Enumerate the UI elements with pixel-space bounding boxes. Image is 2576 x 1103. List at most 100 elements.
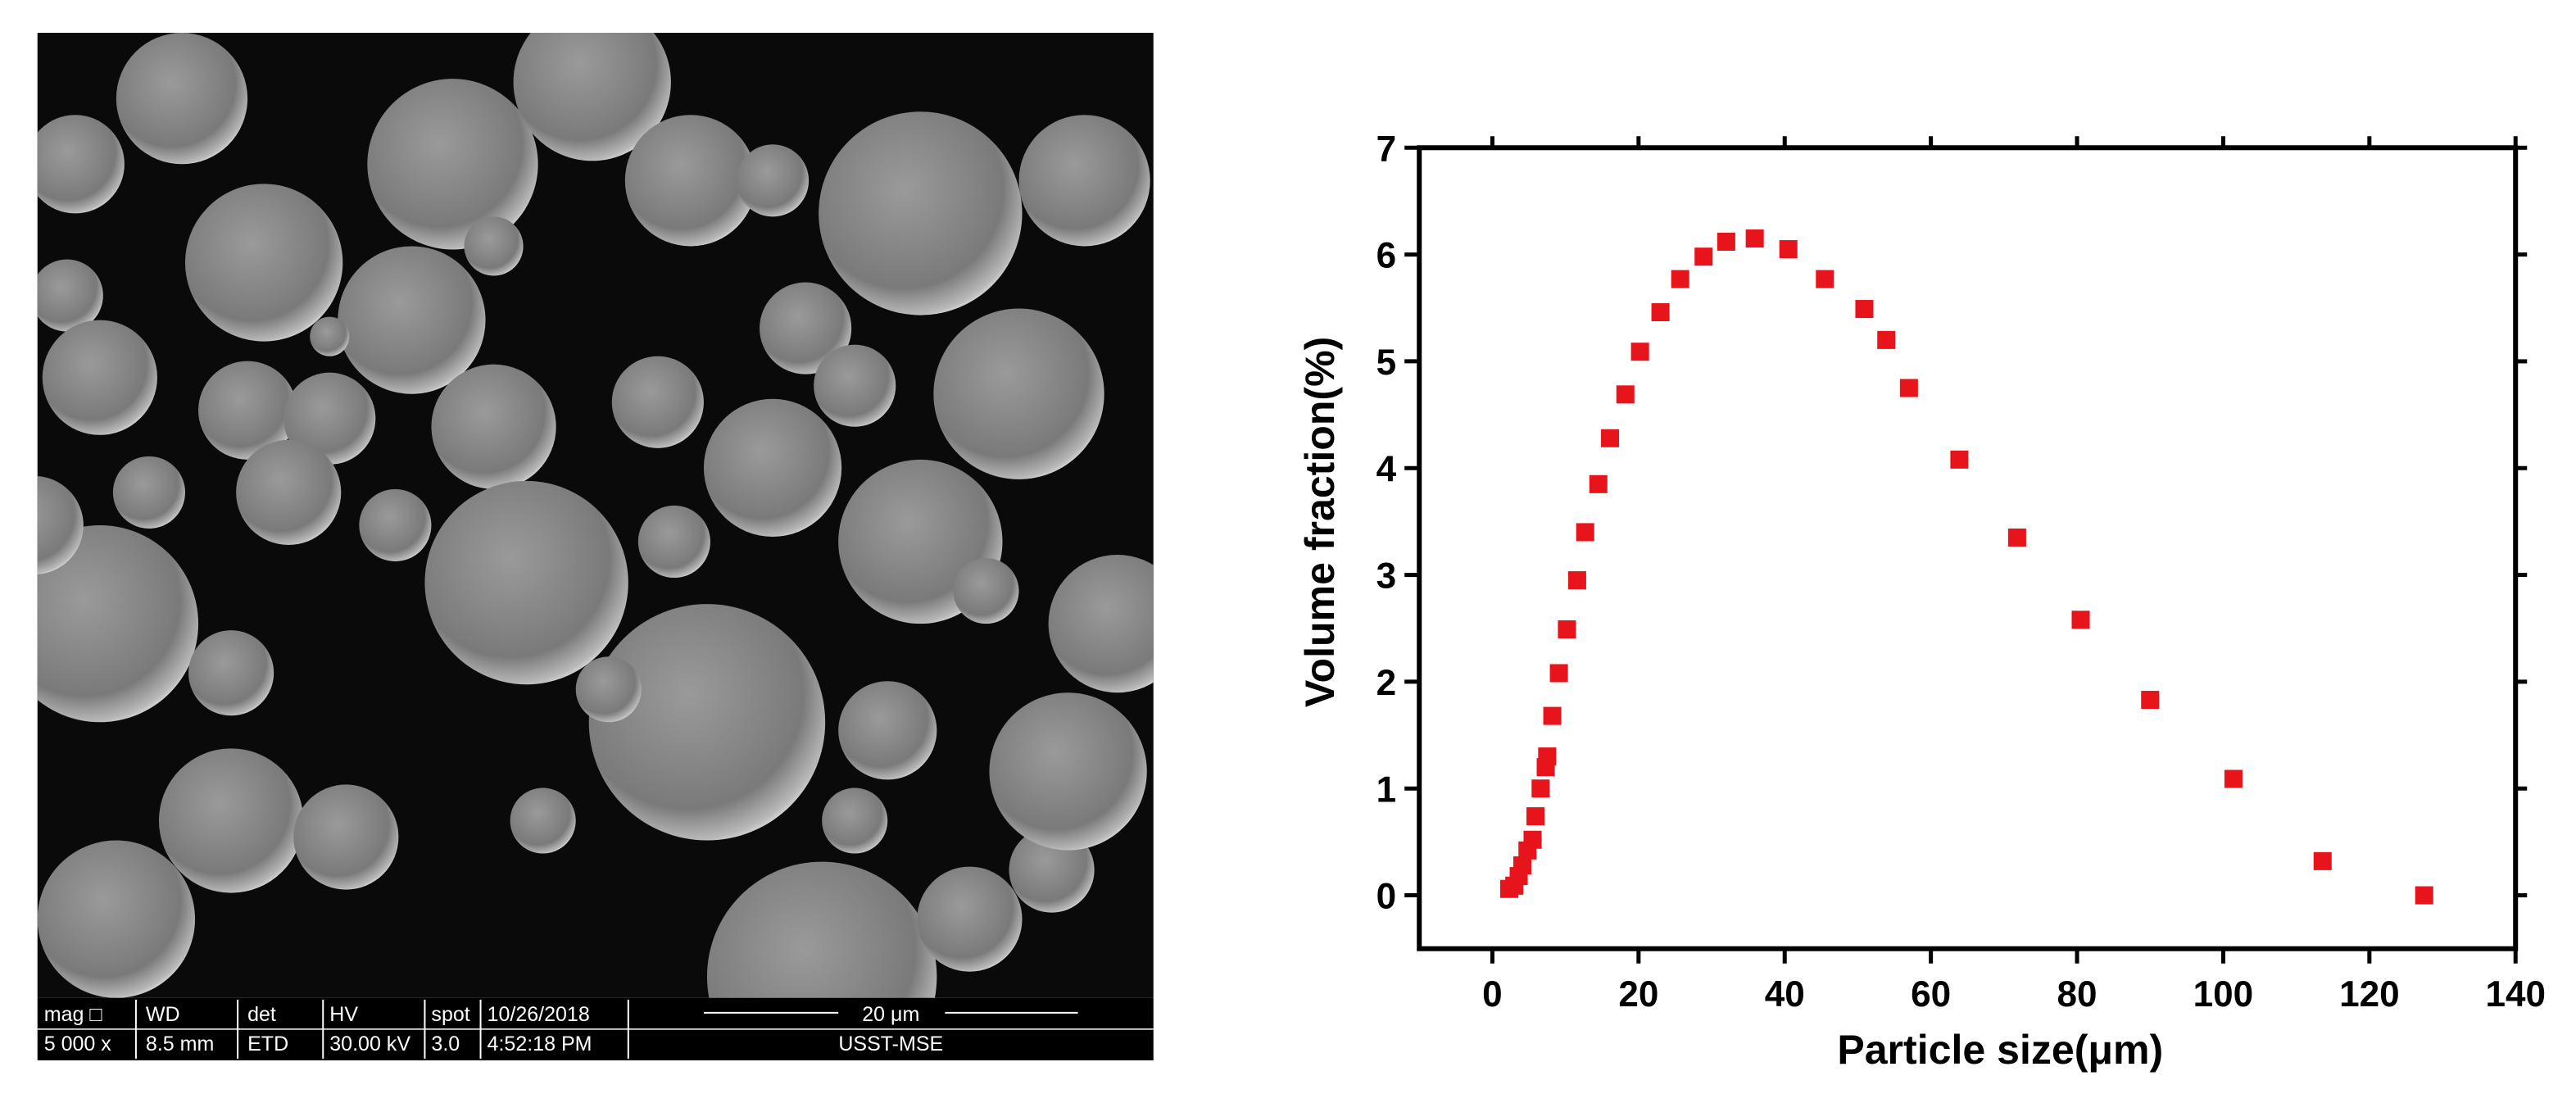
info-text: HV [329, 1003, 358, 1026]
y-tick-label: 6 [1376, 236, 1397, 276]
point [1526, 807, 1545, 826]
point [1950, 450, 1969, 469]
point [1877, 330, 1896, 349]
x-tick-label: 0 [1482, 974, 1503, 1014]
particle [611, 356, 704, 448]
info-text: 4:52:18 PM [488, 1033, 592, 1055]
particle [185, 184, 343, 342]
info-text: 8.5 mm [146, 1033, 214, 1055]
point [1567, 571, 1586, 590]
particles [37, 33, 1154, 998]
particle [1048, 555, 1154, 693]
point [1531, 779, 1550, 798]
point [1694, 247, 1713, 266]
particle [819, 111, 1023, 315]
particle [116, 33, 248, 165]
x-tick-label: 100 [2193, 974, 2254, 1014]
particle [575, 656, 642, 723]
point [1538, 747, 1557, 766]
point [2141, 691, 2160, 710]
info-text: ETD [247, 1033, 288, 1055]
particle [338, 246, 486, 394]
point [1855, 300, 1874, 319]
info-text: 3.0 [431, 1033, 460, 1055]
particle [310, 316, 350, 356]
point [1899, 379, 1918, 397]
info-text: spot [431, 1003, 469, 1026]
particle [188, 630, 274, 716]
info-text: mag □ [44, 1003, 102, 1026]
particle [236, 439, 342, 545]
info-text: 30.00 kV [329, 1033, 410, 1055]
info-text: 5 000 x [44, 1033, 112, 1055]
particle [37, 476, 84, 574]
point [1616, 385, 1635, 404]
point [1779, 240, 1798, 259]
particle [624, 115, 757, 247]
particle [917, 866, 1023, 972]
x-tick-label: 80 [2057, 974, 2098, 1014]
x-tick-label: 20 [1618, 974, 1658, 1014]
y-tick-label: 3 [1376, 556, 1397, 597]
y-tick-label: 5 [1376, 343, 1397, 383]
info-text: 10/26/2018 [488, 1003, 590, 1026]
particle [933, 308, 1104, 479]
point [1549, 664, 1568, 683]
y-tick-label: 1 [1376, 769, 1397, 810]
particle [112, 456, 185, 529]
particle [706, 861, 937, 998]
particle [464, 216, 524, 276]
particle [431, 364, 556, 489]
point [2007, 528, 2026, 547]
y-axis-label: Volume fraction(%) [1297, 337, 1343, 707]
particle [814, 344, 896, 427]
info-text: WD [146, 1003, 180, 1026]
particle [198, 361, 297, 460]
particle [283, 372, 376, 465]
y-tick-label: 2 [1376, 663, 1397, 703]
point [2224, 769, 2243, 788]
particle [637, 505, 710, 579]
point [1589, 474, 1608, 493]
x-tick-label: 60 [1911, 974, 1951, 1014]
point [1630, 343, 1649, 361]
particle [513, 33, 671, 161]
particle [37, 259, 103, 332]
info-text: det [247, 1003, 276, 1026]
particle [510, 788, 576, 854]
y-tick-label: 4 [1376, 449, 1397, 489]
point [1671, 270, 1689, 288]
point [1745, 229, 1764, 248]
particle [359, 488, 432, 562]
particle [989, 692, 1147, 851]
x-tick-label: 40 [1765, 974, 1805, 1014]
particle [37, 115, 125, 214]
particle [1018, 115, 1150, 247]
point [1816, 270, 1834, 288]
plot-frame [1417, 145, 2519, 951]
point [2415, 886, 2433, 905]
info-text: USST-MSE [838, 1033, 943, 1055]
particle [953, 558, 1019, 624]
sem-image: mag □ WD det HV spot 10/26/2018 20 μm 5 000 x 8.… [37, 33, 1154, 1060]
particle [367, 79, 538, 250]
particle [760, 282, 852, 374]
particle [158, 748, 304, 893]
point [1576, 523, 1594, 542]
particle [822, 788, 888, 854]
particle [424, 480, 628, 685]
point [1717, 232, 1735, 251]
y-tick-label: 7 [1376, 129, 1397, 169]
particle [588, 604, 826, 841]
chart: Particle size(μm) Volume fraction(%) 0 20… [1297, 129, 2546, 1073]
particle [293, 784, 399, 890]
point [1523, 830, 1542, 849]
point [1601, 429, 1620, 447]
particle [737, 144, 810, 217]
x-axis-label: Particle size(μm) [1837, 1027, 2163, 1073]
point [1558, 620, 1576, 639]
particle [838, 681, 937, 780]
particle [37, 524, 198, 723]
point [2071, 611, 2090, 629]
